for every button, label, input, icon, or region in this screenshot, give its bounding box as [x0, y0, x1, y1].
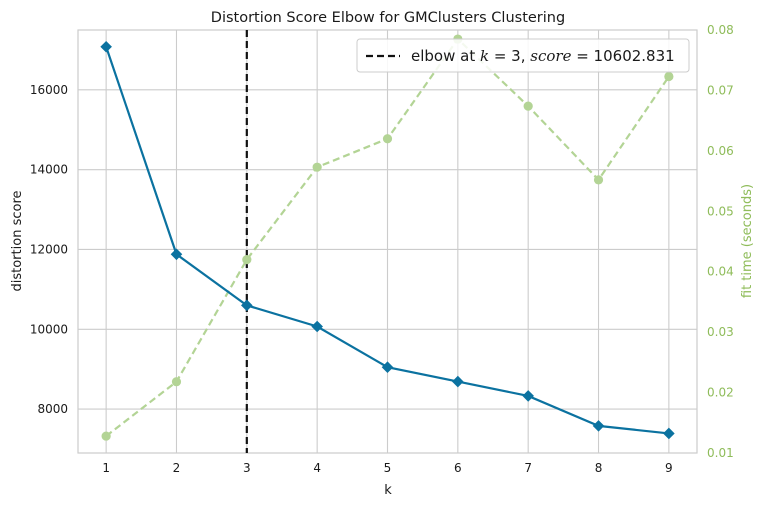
fit-time-point	[382, 134, 393, 144]
x-tick-label: 5	[384, 461, 392, 475]
distortion-point	[452, 375, 464, 388]
y2-tick-label: 0.08	[707, 23, 734, 37]
distortion-point	[592, 420, 605, 432]
distortion-point	[311, 320, 323, 333]
y2-tick-label: 0.04	[707, 265, 734, 279]
x-tick-label: 7	[524, 461, 532, 475]
x-tick-label: 4	[313, 461, 321, 475]
distortion-point	[241, 299, 253, 312]
x-tick-label: 1	[102, 461, 110, 475]
distortion-point	[170, 248, 183, 261]
legend-elbow-text: elbow at k = 3, score = 10602.831	[411, 47, 675, 65]
fit-time-point	[593, 175, 604, 185]
fit-time-point	[101, 431, 111, 441]
y2-tick-label: 0.07	[707, 83, 734, 97]
fit-time-point	[664, 71, 674, 82]
y-tick-labels: 8000 10000 12000 14000 16000	[30, 83, 68, 416]
legend-box	[356, 38, 690, 73]
distortion-point	[381, 361, 394, 374]
y2-axis-label: fit time (seconds)	[740, 184, 755, 298]
fit-time-point	[312, 162, 322, 172]
x-tick-label: 2	[173, 461, 181, 475]
y2-tick-label: 0.06	[707, 144, 734, 158]
distortion-series	[100, 40, 675, 440]
y2-tick-label: 0.03	[707, 325, 734, 339]
fit-time-point	[242, 255, 252, 265]
fit-time-point	[171, 377, 182, 387]
y-tick-label: 16000	[30, 83, 68, 97]
y2-tick-labels: 0.01 0.02 0.03 0.04 0.05 0.06 0.07 0.08	[707, 23, 734, 460]
y2-tick-label: 0.01	[707, 446, 734, 460]
plot-frame	[77, 29, 698, 454]
fit-time-point	[523, 101, 533, 111]
x-tick-labels: 1 2 3 4 5 6 7 8 9	[102, 461, 672, 475]
chart-title: Distortion Score Elbow for GMClusters Cl…	[211, 10, 565, 26]
x-tick-label: 3	[243, 461, 251, 475]
x-tick-label: 8	[595, 461, 603, 475]
y-tick-label: 14000	[30, 163, 68, 177]
y-tick-label: 8000	[37, 402, 68, 416]
x-tick-label: 9	[665, 461, 673, 475]
y2-tick-label: 0.05	[707, 204, 734, 218]
y-gridlines	[78, 89, 697, 410]
x-gridlines	[105, 30, 670, 453]
x-tick-label: 6	[454, 461, 462, 475]
y2-tick-label: 0.02	[707, 386, 734, 400]
distortion-point	[100, 40, 112, 53]
y-tick-label: 10000	[30, 322, 68, 336]
distortion-point	[522, 390, 534, 402]
y-tick-label: 12000	[30, 242, 68, 256]
x-axis-label: k	[384, 483, 392, 498]
legend: elbow at k = 3, score = 10602.831	[356, 38, 690, 73]
distortion-point	[663, 427, 675, 440]
y-axis-label: distortion score	[10, 191, 25, 292]
fit-time-series	[101, 34, 674, 441]
